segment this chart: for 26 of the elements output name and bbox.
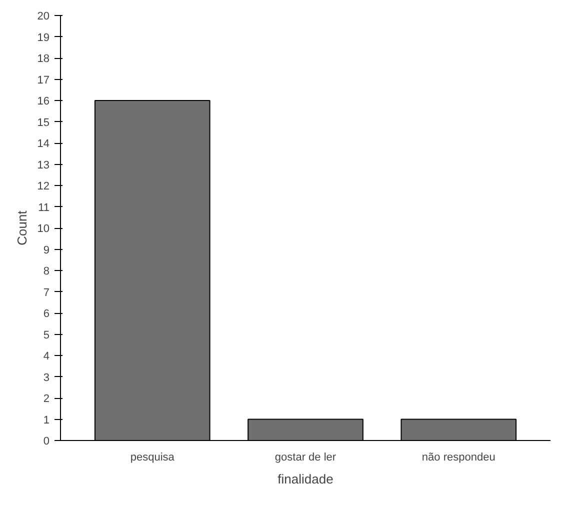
y-tick-label: 6 [43,308,50,320]
y-tick-label: 8 [43,266,50,278]
y-tick-label: 12 [37,180,50,192]
x-tick-label: não respondeu [422,452,496,464]
x-tick-label: gostar de ler [274,452,336,464]
y-tick-label: 19 [37,32,50,44]
y-tick-label: 3 [43,372,50,384]
y-tick-label: 20 [37,10,50,22]
y-tick-label: 2 [43,393,50,405]
y-tick-label: 14 [37,138,50,150]
y-tick-label: 15 [37,116,50,129]
y-tick-label: 1 [43,414,50,426]
x-axis-title: finalidade [278,472,334,486]
y-tick-label: 18 [37,53,50,65]
y-tick-label: 0 [43,436,50,448]
y-tick-label: 11 [38,202,50,214]
y-tick-label: 7 [43,286,50,299]
y-tick-label: 17 [37,74,50,86]
y-axis-title: Count [14,210,30,246]
y-tick-label: 5 [43,329,50,342]
y-tick-label: 13 [37,159,50,172]
y-tick-label: 16 [37,96,50,108]
y-tick-label: 10 [37,223,50,235]
y-tick-label: 9 [43,244,50,256]
y-tick-label: 4 [43,350,50,362]
x-tick-label: pesquisa [130,452,176,464]
